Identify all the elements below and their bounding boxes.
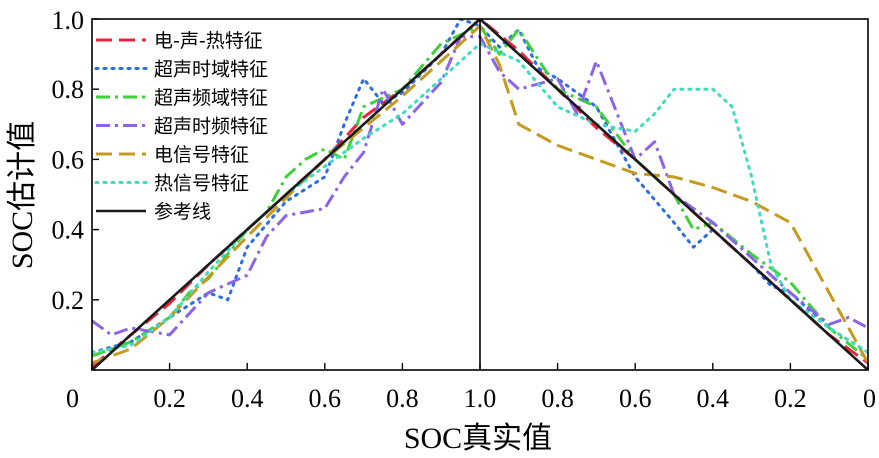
x-tick-label: 0.6 [619,384,652,413]
y-tick-label: 0.6 [52,145,85,174]
legend-label: 超声频域特征 [154,87,268,109]
x-tick-label: 0.8 [541,384,574,413]
series-layer [92,19,868,370]
x-axis-title: SOC真实值 [404,422,552,455]
legend-label: 电信号特征 [154,144,249,166]
x-tick-label: 0.4 [697,384,730,413]
legend-label: 参考线 [154,201,211,223]
x-tick-label: 0.8 [386,384,419,413]
x-tick-label: 0 [66,384,79,413]
x-tick-label: 1.0 [464,384,497,413]
x-tick-label: 0 [863,384,876,413]
series-line-5 [92,42,868,354]
y-axis-ticks: 0.2 0.4 0.6 0.8 1.0 [52,6,99,315]
x-axis-ticks: 0 0.2 0.4 0.6 0.8 1.0 0.8 0.6 0.4 0.2 0 [66,363,876,413]
y-tick-label: 0.4 [52,216,85,245]
series-line-4 [92,24,868,365]
y-tick-label: 1.0 [52,6,85,35]
x-tick-label: 0.2 [153,384,186,413]
series-line-3 [92,35,868,337]
x-tick-label: 0.2 [774,384,807,413]
x-tick-label: 0.6 [309,384,342,413]
legend-label: 电-声-热特征 [154,30,263,52]
x-tick-label: 0.4 [231,384,264,413]
series-line-6 [92,19,868,370]
y-tick-label: 0.8 [52,75,85,104]
legend-label: 热信号特征 [154,173,249,195]
y-tick-label: 0.2 [52,286,85,315]
legend-label: 超声时域特征 [154,59,268,81]
y-axis-title: SOC估计值 [6,121,39,269]
legend-label: 超声时频特征 [154,116,268,138]
